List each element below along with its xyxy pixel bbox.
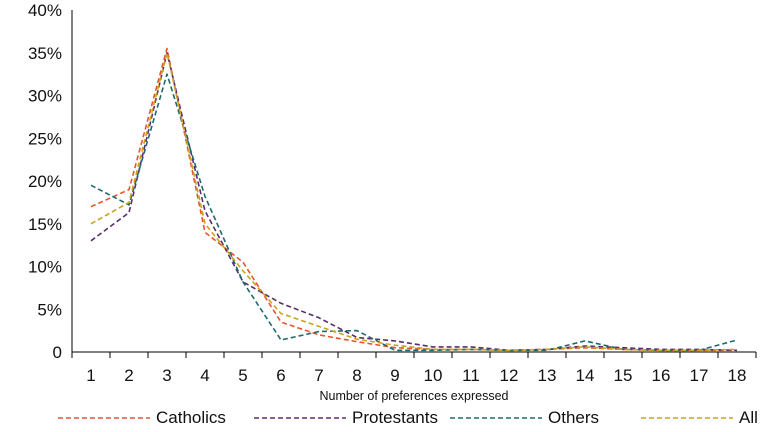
x-tick-label: 1 bbox=[86, 366, 95, 385]
series-line-all bbox=[90, 51, 738, 352]
x-tick-labels: 1 2 3 4 5 6 7 8 9 10 11 12 13 14 15 16 17 18 bbox=[86, 366, 746, 385]
y-tick-label: 15% bbox=[28, 215, 62, 234]
x-tick-label: 12 bbox=[500, 366, 519, 385]
series-line-protestants bbox=[90, 51, 738, 352]
y-tick-label: 40% bbox=[28, 1, 62, 20]
series-line-catholics bbox=[90, 47, 737, 352]
legend-label-protestants: Protestants bbox=[352, 408, 438, 427]
series-lines bbox=[90, 47, 738, 352]
y-tick-labels: 0 5% 10% 15% 20% 25% 30% 35% 40% bbox=[28, 1, 62, 362]
x-tick-label: 10 bbox=[424, 366, 443, 385]
x-tick-label: 17 bbox=[690, 366, 709, 385]
x-tick-label: 9 bbox=[390, 366, 399, 385]
y-tick-label: 35% bbox=[28, 44, 62, 63]
x-tick-label: 8 bbox=[352, 366, 361, 385]
x-axis-title: Number of preferences expressed bbox=[320, 389, 509, 403]
y-tick-label: 25% bbox=[28, 129, 62, 148]
series-line-others bbox=[90, 73, 738, 352]
x-tick-label: 18 bbox=[728, 366, 747, 385]
y-tick-label: 5% bbox=[37, 300, 62, 319]
x-tick-label: 4 bbox=[200, 366, 209, 385]
x-tick-label: 13 bbox=[538, 366, 557, 385]
legend-label-all: All bbox=[739, 408, 758, 427]
x-tick-label: 14 bbox=[576, 366, 595, 385]
y-tick-label: 0 bbox=[53, 343, 62, 362]
legend-label-others: Others bbox=[548, 408, 599, 427]
x-tick-label: 2 bbox=[124, 366, 133, 385]
y-tick-label: 20% bbox=[28, 172, 62, 191]
y-axis: 0 5% 10% 15% 20% 25% 30% 35% 40% bbox=[28, 1, 73, 362]
x-axis: 1 2 3 4 5 6 7 8 9 10 11 12 13 14 15 16 17 18 Number of pr… bbox=[71, 351, 757, 403]
x-tick-marks bbox=[71, 352, 757, 358]
x-tick-label: 16 bbox=[652, 366, 671, 385]
x-tick-label: 5 bbox=[238, 366, 247, 385]
x-tick-label: 7 bbox=[314, 366, 323, 385]
legend-label-catholics: Catholics bbox=[156, 408, 226, 427]
x-tick-label: 6 bbox=[276, 366, 285, 385]
y-tick-label: 10% bbox=[28, 258, 62, 277]
x-tick-label: 15 bbox=[614, 366, 633, 385]
x-tick-label: 3 bbox=[162, 366, 171, 385]
y-tick-label: 30% bbox=[28, 87, 62, 106]
legend: Catholics Protestants Others All bbox=[58, 408, 758, 427]
x-tick-label: 11 bbox=[462, 366, 480, 385]
